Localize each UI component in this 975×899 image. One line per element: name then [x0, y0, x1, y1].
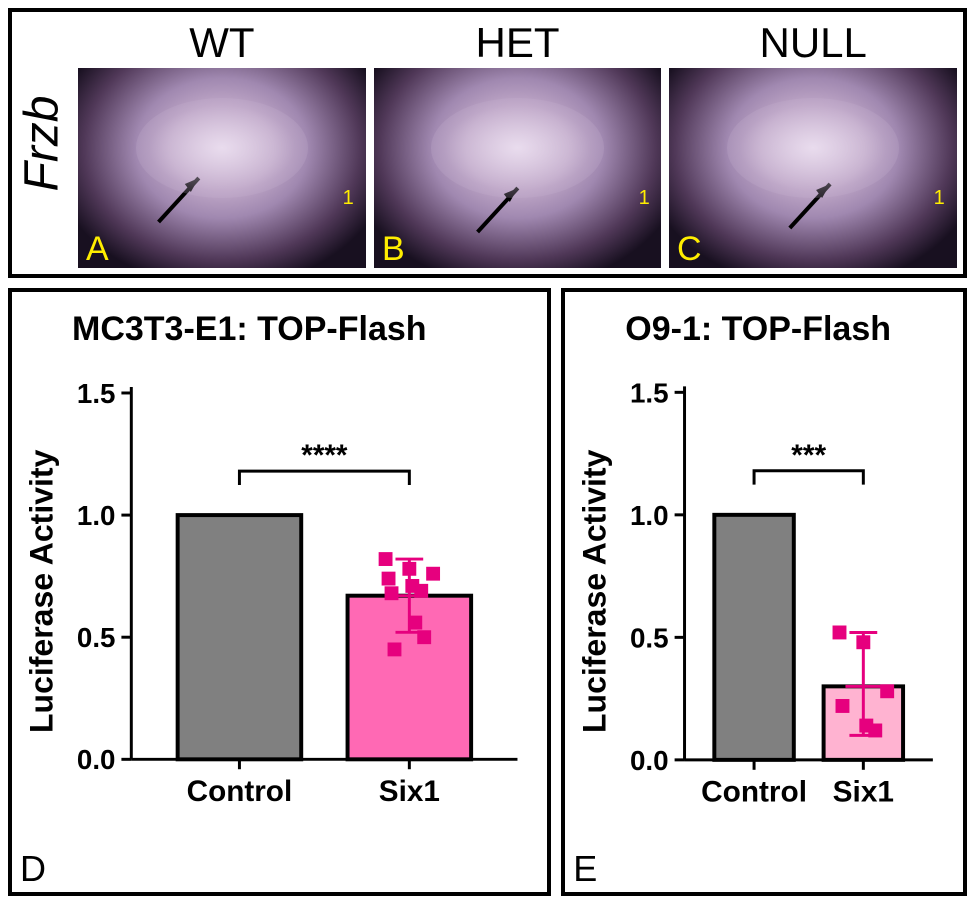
category-label: Control — [701, 776, 807, 809]
one-label: 1 — [638, 187, 649, 209]
arrow-icon — [159, 178, 199, 222]
micrograph-slot-c: NULLC1 — [669, 18, 957, 268]
gene-label: Frzb — [15, 113, 70, 173]
data-point — [857, 635, 871, 649]
category-label: Six1 — [379, 775, 440, 808]
panel-letter-icon: B — [382, 230, 405, 268]
micrograph-slot-b: HETB1 — [374, 18, 662, 268]
y-axis-label-d: Luciferase Activity — [22, 361, 62, 821]
y-tick-label: 1.5 — [630, 377, 669, 408]
chart-area-e: Luciferase Activity 0.0 0.5 1.0 1.5 Control S… — [575, 361, 953, 821]
data-point — [426, 567, 440, 581]
chart-svg-e: 0.0 0.5 1.0 1.5 Control Six1 *** — [615, 361, 953, 821]
micrograph-overlay-svg: B1 — [374, 68, 662, 268]
significance-stars: **** — [301, 439, 348, 472]
data-point — [833, 626, 847, 640]
chart-area-d: Luciferase Activity 0.0 0.5 1.0 1.5 Control S… — [22, 361, 537, 821]
micrograph-container: WTA1HETB1NULLC1 — [72, 12, 963, 274]
plot-d: 0.0 0.5 1.0 1.5 Control Six1 **** — [62, 361, 537, 821]
micrograph-slot-a: WTA1 — [78, 18, 366, 268]
data-point — [836, 699, 850, 713]
genotype-label: NULL — [669, 18, 957, 68]
micrograph: C1 — [669, 68, 957, 268]
y-tick-label: 0.5 — [630, 622, 669, 653]
micrograph-overlay-svg: C1 — [669, 68, 957, 268]
plot-e: 0.0 0.5 1.0 1.5 Control Six1 *** — [615, 361, 953, 821]
data-point — [408, 616, 422, 630]
data-point — [417, 630, 431, 644]
data-point — [379, 552, 393, 566]
panel-letter-icon: A — [86, 230, 109, 268]
y-tick-label: 0.5 — [77, 622, 116, 653]
arrow-icon — [790, 184, 830, 228]
panel-letter-d: D — [20, 848, 46, 890]
data-point — [414, 584, 428, 598]
panel-letter-e: E — [573, 848, 597, 890]
chart-svg-d: 0.0 0.5 1.0 1.5 Control Six1 **** — [62, 361, 537, 821]
data-point — [402, 562, 416, 576]
micrograph-overlay-svg: A1 — [78, 68, 366, 268]
genotype-label: WT — [78, 18, 366, 68]
arrow-icon — [477, 188, 517, 232]
data-point — [382, 572, 396, 586]
data-point — [388, 642, 402, 656]
micrograph: B1 — [374, 68, 662, 268]
data-point — [880, 684, 894, 698]
y-tick-label: 0.0 — [630, 745, 669, 776]
y-tick-label: 1.0 — [77, 500, 116, 531]
category-label: Six1 — [833, 776, 894, 809]
one-label: 1 — [934, 187, 945, 209]
gene-label-container: Frzb — [12, 12, 72, 274]
chart-title-e: O9-1: TOP-Flash — [625, 310, 953, 349]
bar-control — [178, 515, 302, 759]
significance-bracket — [754, 471, 863, 485]
y-tick-label: 1.0 — [630, 500, 669, 531]
bottom-row: MC3T3-E1: TOP-Flash Luciferase Activity … — [8, 288, 967, 896]
category-label: Control — [187, 775, 293, 808]
significance-stars: *** — [792, 439, 827, 472]
panel-letter-icon: C — [677, 230, 702, 268]
y-tick-label: 0.0 — [77, 744, 116, 775]
figure-root: Frzb WTA1HETB1NULLC1 MC3T3-E1: TOP-Flash… — [0, 0, 975, 899]
y-tick-label: 1.5 — [77, 378, 116, 409]
top-panel: Frzb WTA1HETB1NULLC1 — [8, 8, 967, 278]
micrograph: A1 — [78, 68, 366, 268]
bar-control — [715, 515, 794, 760]
data-point — [869, 724, 883, 738]
one-label: 1 — [343, 187, 354, 209]
chart-panel-e: O9-1: TOP-Flash Luciferase Activity 0.00… — [561, 288, 967, 896]
genotype-label: HET — [374, 18, 662, 68]
y-axis-label-e: Luciferase Activity — [575, 361, 615, 821]
chart-panel-d: MC3T3-E1: TOP-Flash Luciferase Activity … — [8, 288, 551, 896]
significance-bracket — [239, 471, 409, 485]
data-point — [385, 586, 399, 600]
chart-title-d: MC3T3-E1: TOP-Flash — [72, 310, 537, 349]
